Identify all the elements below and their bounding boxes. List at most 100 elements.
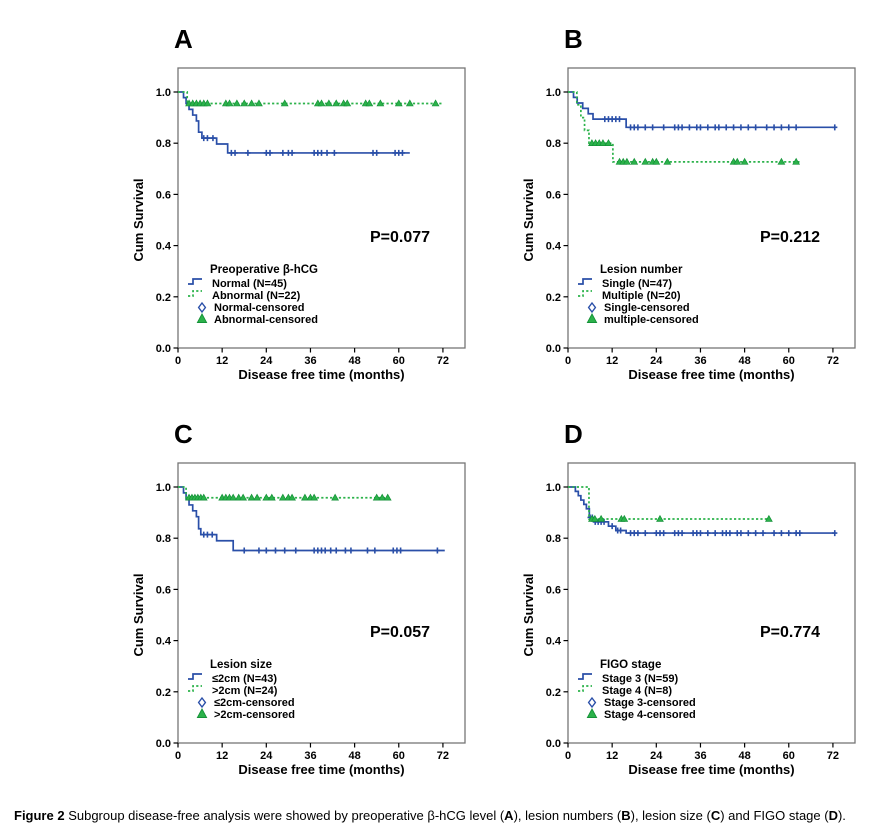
censor-plus-mark [616,116,623,123]
caption-segment: ). [837,808,846,823]
censor-plus-mark [679,530,685,537]
legend-censored-label: multiple-censored [604,314,699,326]
y-tick-label: 0.0 [156,738,171,750]
x-tick-label: 60 [783,355,795,367]
y-tick-label: 0.0 [546,738,561,750]
x-tick-label: 60 [393,355,405,367]
x-tick-label: 36 [694,750,706,762]
censor-plus-mark [771,124,777,131]
censor-triangle-mark [255,99,263,107]
legend-diamond-marker [587,301,597,314]
legend-line-sample [578,290,592,297]
x-tick-label: 48 [738,750,750,762]
panel-B: B 0.0 0.2 0.4 0.6 0.8 1.0 0 12 24 36 48 60 72 Disease … [518,8,863,396]
censor-plus-mark [738,530,744,537]
censor-plus-mark [642,530,648,537]
censor-plus-mark [760,530,766,537]
legend-title: FIGO stage [600,659,661,671]
censor-plus-mark [282,547,288,554]
censor-plus-mark [280,149,286,156]
censor-triangle-mark [622,157,631,165]
panel-letter: D [564,419,583,449]
y-tick-label: 0.4 [156,636,172,648]
censor-triangle-mark [240,99,249,107]
legend-censored-label: Stage 4-censored [604,709,696,721]
x-tick-label: 36 [304,750,316,762]
censor-triangle-mark [301,493,309,501]
km-curve-green [568,91,800,163]
censor-triangle-mark [378,493,387,501]
x-tick-label: 12 [606,750,618,762]
censor-triangle-mark [652,157,661,165]
x-tick-label: 60 [393,750,405,762]
p-value-label: P=0.774 [760,624,820,641]
censor-triangle-mark [280,99,289,107]
y-tick-label: 0.0 [546,343,561,355]
x-tick-label: 0 [175,355,181,367]
legend-series-label: >2cm (N=24) [212,685,278,697]
censor-plus-mark [745,530,751,537]
x-tick-label: 48 [348,750,360,762]
x-tick-label: 48 [348,355,360,367]
censor-plus-mark [723,124,729,131]
x-tick-label: 12 [606,355,618,367]
censor-triangle-mark [331,493,340,501]
y-tick-label: 0.0 [156,343,171,355]
y-axis-label: Cum Survival [131,178,146,261]
censor-triangle-mark [332,99,341,107]
y-tick-label: 0.2 [156,292,171,304]
censor-triangle-mark [247,99,256,107]
censor-plus-mark [331,149,337,156]
censor-triangle-mark [247,493,256,501]
censor-plus-mark [716,124,722,131]
y-tick-label: 0.8 [156,533,171,545]
x-axis-label: Disease free time (months) [628,762,794,777]
panel-letter: C [174,419,193,449]
censor-plus-mark [705,124,711,131]
censor-triangle-mark [278,493,287,501]
caption-segment: ), lesion size ( [630,808,711,823]
censor-plus-mark [318,149,325,156]
censor-triangle-mark [641,157,650,165]
censor-triangle-mark [317,99,326,107]
censor-plus-mark [256,547,262,554]
legend-line-sample [188,673,202,680]
y-tick-label: 0.2 [156,687,171,699]
censor-plus-mark [372,547,378,554]
censor-plus-mark [661,124,667,131]
x-tick-label: 24 [260,355,273,367]
legend-censored-label: ≤2cm-censored [214,697,295,709]
legend-title: Preoperative β-hCG [210,264,318,276]
x-tick-label: 36 [694,355,706,367]
legend-triangle-marker [586,708,598,718]
censor-plus-mark [727,530,733,537]
legend-censored-label: Normal-censored [214,302,304,314]
censor-plus-mark [328,547,334,554]
censor-plus-mark [342,547,349,554]
x-axis-label: Disease free time (months) [238,762,404,777]
censor-triangle-mark [597,514,606,522]
censor-triangle-mark [733,157,742,165]
legend-series-label: Stage 4 (N=8) [602,685,672,697]
censor-plus-mark [705,530,711,537]
censor-plus-mark [618,527,624,534]
legend-line-sample [578,278,592,285]
censor-plus-mark [778,530,785,537]
censor-plus-mark [738,124,744,131]
caption-segment: C [710,808,721,823]
plot-frame [177,67,466,349]
censor-triangle-mark [365,99,374,107]
censor-triangle-mark [239,493,248,501]
censor-plus-mark [272,547,279,554]
censor-plus-mark [745,124,751,131]
censor-triangle-mark [599,139,607,146]
y-tick-label: 0.2 [546,292,561,304]
censor-plus-mark [697,124,704,131]
caption-segment: Figure 2 [14,808,69,823]
legend-series-label: Multiple (N=20) [602,290,681,302]
plot-frame [567,462,856,744]
censor-plus-mark [333,547,339,554]
x-tick-label: 72 [437,355,449,367]
censor-plus-mark [642,124,648,131]
